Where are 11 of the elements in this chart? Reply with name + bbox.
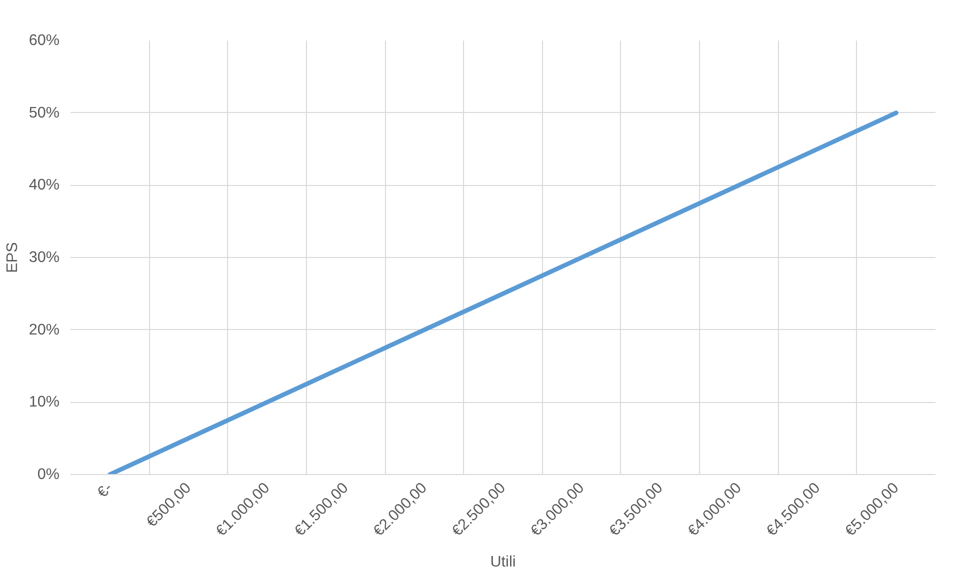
x-tick-label: €- [94, 479, 116, 502]
y-tick-label: 30% [28, 249, 60, 266]
x-axis-title: Utili [490, 554, 516, 571]
line-series [108, 110, 898, 474]
y-tick-label: 0% [37, 466, 60, 483]
y-tick-label: 10% [28, 394, 60, 411]
y-tick-label: 20% [28, 321, 60, 338]
y-tick-label: 50% [28, 104, 60, 122]
y-axis-title: EPS [4, 242, 21, 273]
y-tick-label: 40% [28, 176, 60, 194]
y-tick-label: 60% [28, 32, 60, 49]
